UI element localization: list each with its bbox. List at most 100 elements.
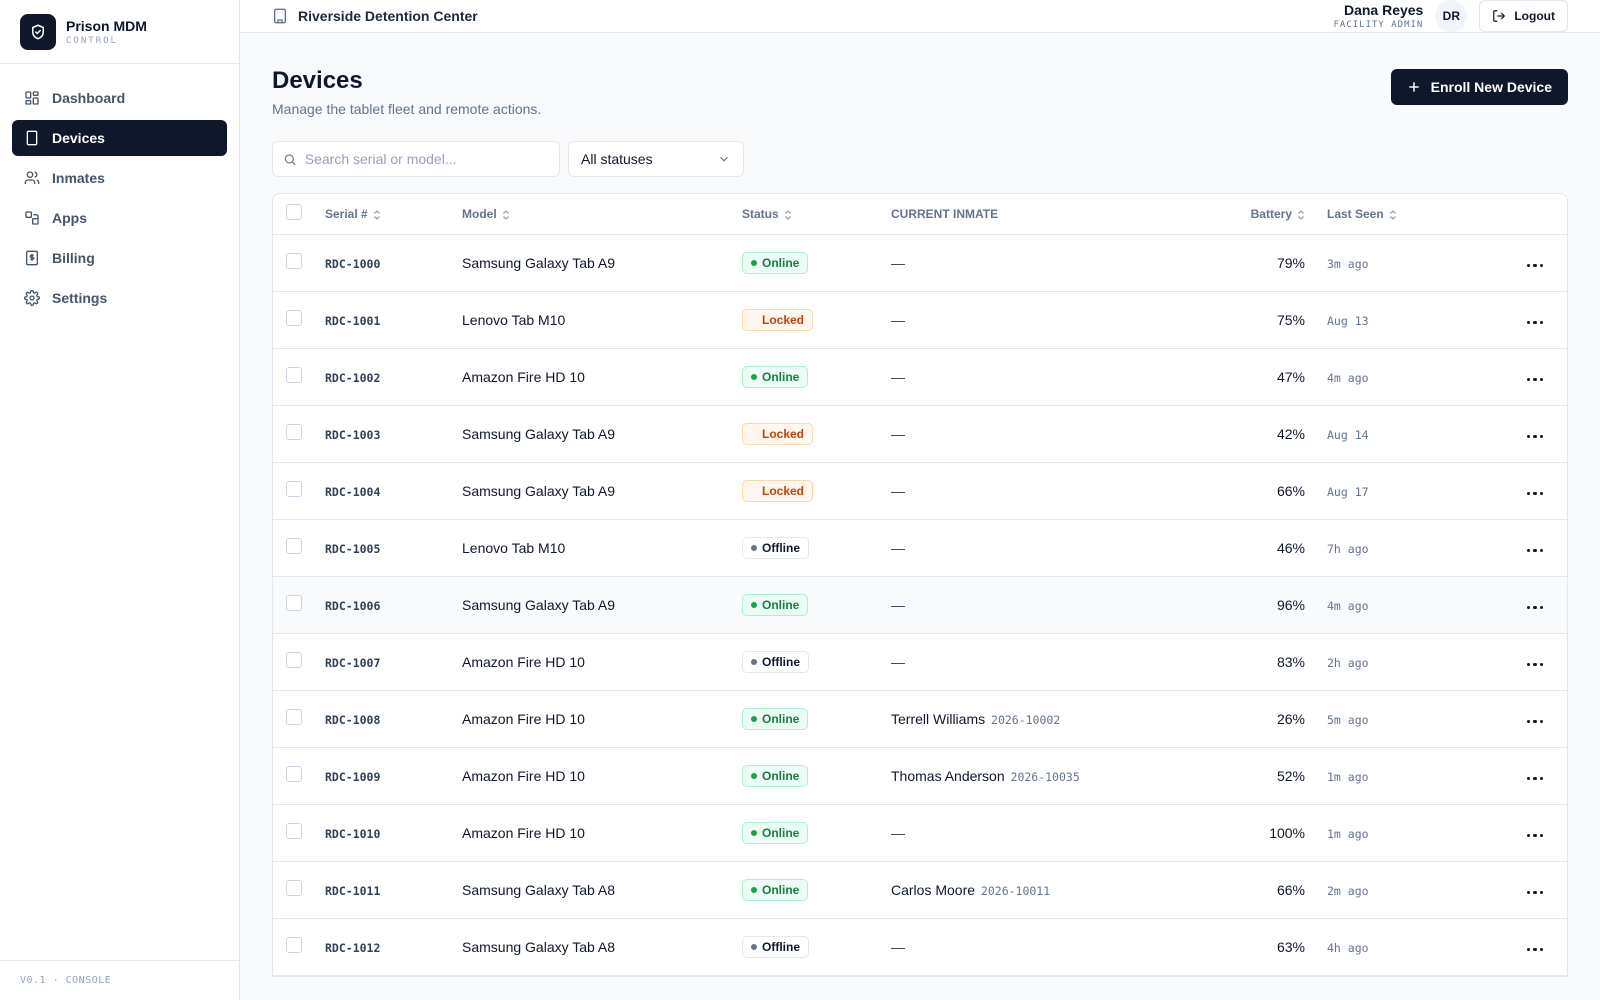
serial-cell[interactable]: RDC-1007: [325, 655, 381, 670]
search-input[interactable]: [304, 151, 549, 167]
row-checkbox[interactable]: [286, 367, 302, 383]
last-seen-cell: 4m ago: [1327, 370, 1369, 385]
sidebar-item-billing[interactable]: Billing: [12, 240, 227, 276]
serial-cell[interactable]: RDC-1004: [325, 484, 381, 499]
table-row[interactable]: RDC-1001 Lenovo Tab M10 Locked — 75% Aug 13: [273, 291, 1567, 349]
row-checkbox[interactable]: [286, 709, 302, 725]
row-checkbox[interactable]: [286, 424, 302, 440]
row-actions-icon[interactable]: [1523, 260, 1548, 272]
column-header-serial[interactable]: Serial #: [325, 194, 462, 235]
inmate-name[interactable]: Carlos Moore: [891, 881, 976, 898]
table-row[interactable]: RDC-1009 Amazon Fire HD 10 Online Thomas An…: [273, 747, 1567, 805]
apps-icon: [25, 211, 39, 225]
table-row[interactable]: RDC-1012 Samsung Galaxy Tab A8 Offline — 63%…: [273, 918, 1567, 976]
table-row[interactable]: RDC-1005 Lenovo Tab M10 Offline — 46% 7h ago: [273, 519, 1567, 577]
row-actions-icon[interactable]: [1523, 317, 1548, 329]
row-actions-icon[interactable]: [1523, 431, 1548, 443]
table-row[interactable]: RDC-1007 Amazon Fire HD 10 Offline — 83% 2h a…: [273, 633, 1567, 691]
plus-icon: [1408, 82, 1419, 92]
column-header-battery[interactable]: Battery: [1221, 194, 1305, 235]
search-box: [272, 141, 560, 177]
table-row[interactable]: RDC-1004 Samsung Galaxy Tab A9 Locked — 66% A…: [273, 462, 1567, 520]
enroll-label: Enroll New Device: [1430, 79, 1552, 95]
row-checkbox[interactable]: [286, 937, 302, 953]
sidebar-item-label: Billing: [52, 250, 95, 266]
serial-cell[interactable]: RDC-1005: [325, 541, 381, 556]
last-seen-cell: Aug 14: [1327, 427, 1369, 442]
serial-cell[interactable]: RDC-1002: [325, 370, 381, 385]
serial-cell[interactable]: RDC-1001: [325, 313, 381, 328]
row-actions-icon[interactable]: [1523, 374, 1548, 386]
row-actions-icon[interactable]: [1523, 944, 1548, 956]
row-actions-icon[interactable]: [1523, 830, 1548, 842]
serial-cell[interactable]: RDC-1010: [325, 826, 381, 841]
inmate-name: —: [891, 938, 905, 955]
row-checkbox[interactable]: [286, 880, 302, 896]
inmate-name[interactable]: Thomas Anderson: [891, 767, 1005, 784]
row-checkbox[interactable]: [286, 595, 302, 611]
serial-cell[interactable]: RDC-1006: [325, 598, 381, 613]
chevron-down-icon: [720, 156, 728, 162]
serial-cell[interactable]: RDC-1008: [325, 712, 381, 727]
row-checkbox[interactable]: [286, 253, 302, 269]
sidebar-item-apps[interactable]: Apps: [12, 200, 227, 236]
status-label: Online: [762, 369, 800, 384]
column-header-model[interactable]: Model: [462, 194, 742, 235]
row-actions-icon[interactable]: [1523, 887, 1548, 899]
status-dot: [751, 317, 757, 323]
sidebar-item-devices[interactable]: Devices: [12, 120, 227, 156]
row-checkbox[interactable]: [286, 766, 302, 782]
avatar[interactable]: DR: [1435, 0, 1468, 32]
status-label: Offline: [762, 939, 800, 954]
column-label: Model: [462, 206, 497, 221]
table-row[interactable]: RDC-1008 Amazon Fire HD 10 Online Terrell W…: [273, 690, 1567, 748]
serial-cell[interactable]: RDC-1011: [325, 883, 381, 898]
status-dot: [751, 488, 757, 494]
model-cell: Amazon Fire HD 10: [462, 767, 585, 784]
status-badge: Locked: [742, 308, 814, 331]
row-checkbox[interactable]: [286, 538, 302, 554]
brand: Prison MDM CONTROL: [0, 0, 239, 64]
sidebar-item-label: Dashboard: [52, 90, 126, 106]
column-header-last-seen[interactable]: Last Seen: [1305, 194, 1455, 235]
row-checkbox[interactable]: [286, 481, 302, 497]
sidebar-item-inmates[interactable]: Inmates: [12, 160, 227, 196]
facility-label: Riverside Detention Center: [298, 8, 478, 24]
row-checkbox[interactable]: [286, 310, 302, 326]
tablet-icon: [26, 130, 38, 146]
column-header-status[interactable]: Status: [742, 194, 891, 235]
logout-button[interactable]: Logout: [1479, 0, 1568, 32]
serial-cell[interactable]: RDC-1009: [325, 769, 381, 784]
row-actions-icon[interactable]: [1523, 716, 1548, 728]
serial-cell[interactable]: RDC-1003: [325, 427, 381, 442]
status-label: Locked: [762, 312, 805, 327]
sidebar-item-dashboard[interactable]: Dashboard: [12, 80, 227, 116]
row-checkbox[interactable]: [286, 652, 302, 668]
serial-cell[interactable]: RDC-1000: [325, 256, 381, 271]
table-row[interactable]: RDC-1003 Samsung Galaxy Tab A9 Locked — 42% A…: [273, 405, 1567, 463]
table-row[interactable]: RDC-1010 Amazon Fire HD 10 Online — 100% 1m a…: [273, 804, 1567, 862]
sidebar-item-settings[interactable]: Settings: [12, 280, 227, 316]
row-checkbox[interactable]: [286, 823, 302, 839]
row-actions-icon[interactable]: [1523, 488, 1548, 500]
sort-icon: [373, 209, 380, 220]
page-title: Devices: [272, 67, 363, 94]
status-filter-select[interactable]: All statuses: [568, 141, 744, 177]
sort-icon: [1389, 209, 1396, 220]
table-row[interactable]: RDC-1006 Samsung Galaxy Tab A9 Online — 96% 4…: [273, 576, 1567, 634]
row-actions-icon[interactable]: [1523, 659, 1548, 671]
select-all-checkbox[interactable]: [286, 204, 302, 221]
user-name: Dana Reyes: [1343, 2, 1424, 18]
table-row[interactable]: RDC-1000 Samsung Galaxy Tab A9 Online — 79% 3…: [273, 234, 1567, 292]
inmate-name[interactable]: Terrell Williams: [891, 710, 986, 727]
serial-cell[interactable]: RDC-1012: [325, 940, 381, 955]
model-cell: Amazon Fire HD 10: [462, 824, 585, 841]
row-actions-icon[interactable]: [1523, 545, 1548, 557]
enroll-device-button[interactable]: Enroll New Device: [1390, 69, 1568, 105]
row-actions-icon[interactable]: [1523, 602, 1548, 614]
shield-logo-icon: [20, 13, 56, 50]
row-actions-icon[interactable]: [1523, 773, 1548, 785]
table-row[interactable]: RDC-1002 Amazon Fire HD 10 Online — 47% 4m ag…: [273, 348, 1567, 406]
table-row[interactable]: RDC-1011 Samsung Galaxy Tab A8 Online Carlo…: [273, 861, 1567, 919]
status-badge: Online: [742, 764, 809, 787]
